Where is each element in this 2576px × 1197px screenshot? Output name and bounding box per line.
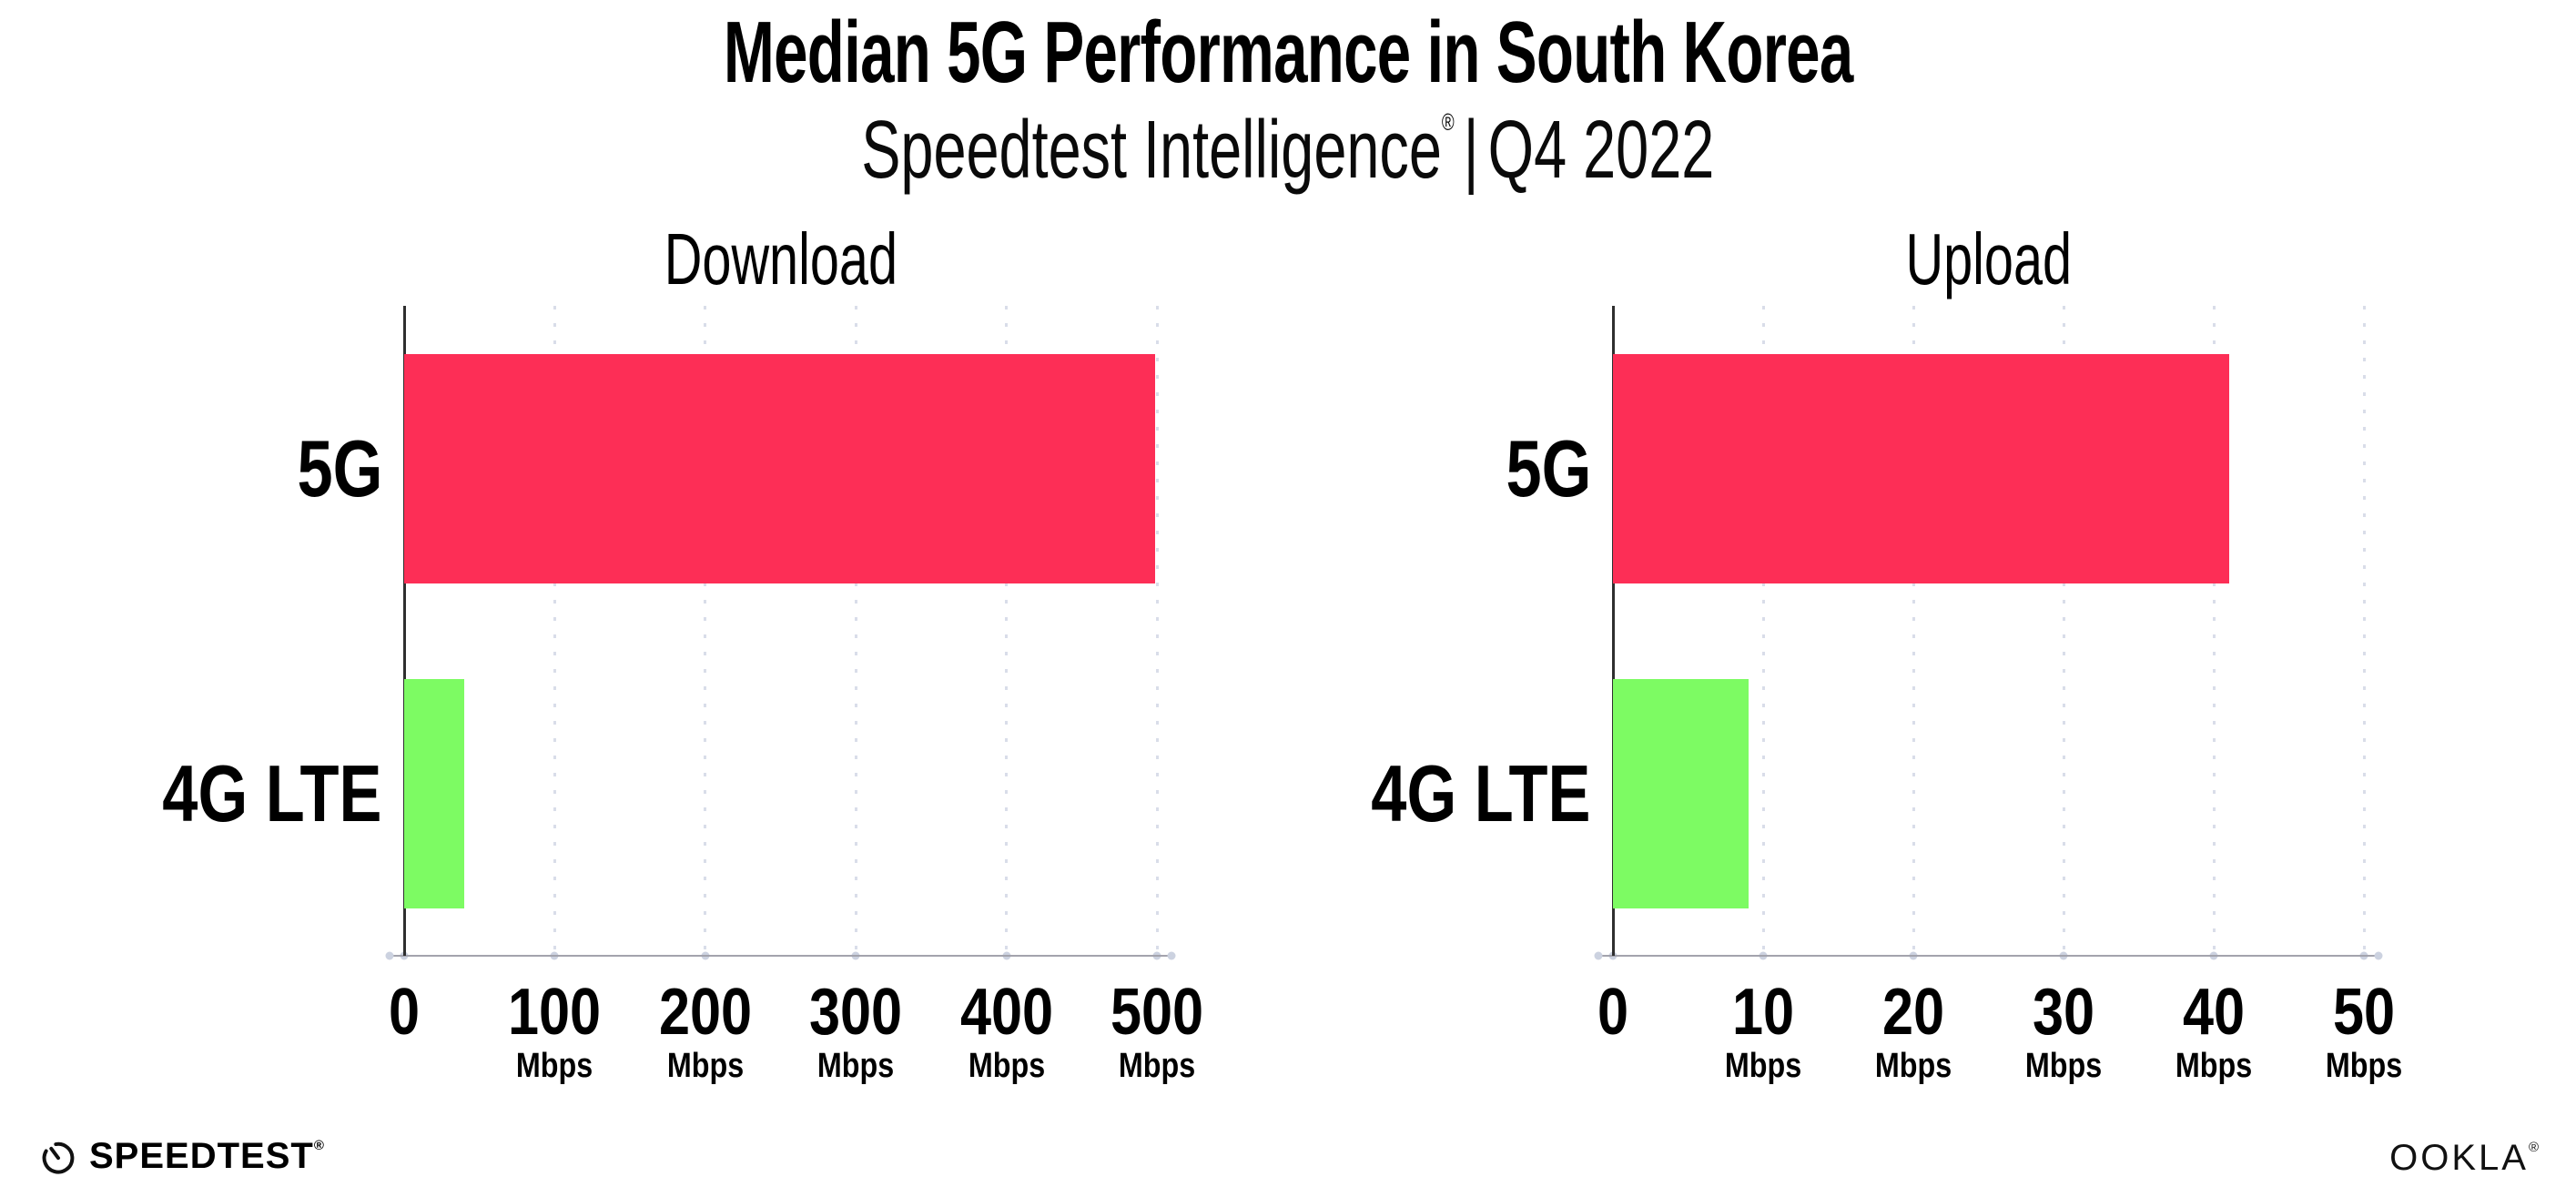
registered-mark-icon: ® [2528, 1140, 2541, 1155]
y-axis-line [402, 306, 406, 956]
x-tick-unit-text: Mbps [817, 1047, 895, 1085]
gridline [2362, 306, 2366, 956]
chart-title-text: Download [664, 218, 898, 299]
category-label-text: 4G LTE [162, 747, 382, 838]
x-tick-label-text: 200 [658, 976, 752, 1049]
chart-title-text: Upload [1905, 218, 2072, 299]
category-label-text: 4G LTE [1371, 747, 1591, 838]
x-axis-end-dot [1167, 951, 1176, 960]
gridline [1761, 306, 1765, 956]
x-tick-label: 400 [952, 979, 1061, 1045]
x-tick-unit-text: Mbps [1118, 1047, 1196, 1085]
subtitle-divider: | [1464, 105, 1479, 196]
x-tick-label: 10 [1727, 979, 1800, 1045]
x-tick-label: 500 [1102, 979, 1212, 1045]
x-tick-label: 200 [651, 979, 760, 1045]
page-title: Median 5G Performance in South Korea [0, 9, 2576, 96]
x-axis-end-dot [2374, 951, 2383, 960]
x-tick-unit: Mbps [1718, 1049, 1808, 1083]
x-tick-label: 40 [2177, 979, 2250, 1045]
ookla-wordmark: OOKLA [2389, 1138, 2529, 1178]
category-label-text: 5G [297, 422, 382, 513]
x-tick-unit: Mbps [2018, 1049, 2108, 1083]
ookla-logo: OOKLA® [2389, 1140, 2541, 1176]
gridline [854, 306, 857, 956]
category-label-4g-lte: 4G LTE [0, 747, 1591, 838]
bar-5g [404, 353, 1156, 583]
x-tick-label-text: 30 [2032, 976, 2095, 1049]
speedtest-gauge-icon [42, 1141, 75, 1174]
gridline [704, 306, 707, 956]
x-tick-label: 50 [2328, 979, 2400, 1045]
x-tick-label-text: 500 [1110, 976, 1204, 1049]
x-axis-line [390, 955, 1171, 957]
gridline [553, 306, 556, 956]
gridline [2212, 306, 2216, 956]
x-tick-unit: Mbps [660, 1049, 750, 1083]
x-tick-unit-text: Mbps [2024, 1047, 2103, 1085]
x-tick-unit-text: Mbps [2325, 1047, 2403, 1085]
x-tick-label-text: 100 [508, 976, 602, 1049]
page-subtitle: Speedtest Intelligence® | Q4 2022 [0, 107, 2576, 194]
gridline [1155, 306, 1159, 956]
chart-title: Download [404, 223, 1157, 296]
chart-title: Upload [1613, 223, 2364, 296]
x-tick-label-text: 0 [388, 976, 421, 1049]
x-axis-line [1598, 955, 2378, 957]
x-tick-label-text: 20 [1881, 976, 1945, 1049]
gridline [1005, 306, 1009, 956]
x-tick-unit-text: Mbps [2175, 1047, 2253, 1085]
x-tick-label-text: 400 [959, 976, 1053, 1049]
bar-5g [1613, 353, 2229, 583]
x-tick-label-text: 300 [809, 976, 903, 1049]
bar-4g-lte [404, 678, 465, 908]
x-tick-unit: Mbps [1111, 1049, 1202, 1083]
x-tick-unit-text: Mbps [1724, 1047, 1802, 1085]
registered-mark-icon: ® [1442, 108, 1455, 136]
bar-4g-lte [1613, 678, 1749, 908]
x-tick-unit: Mbps [2168, 1049, 2258, 1083]
category-label-text: 5G [1506, 422, 1591, 513]
registered-mark-icon: ® [313, 1138, 325, 1153]
x-tick-label: 20 [1877, 979, 1950, 1045]
category-label-5g: 5G [0, 422, 1591, 513]
x-tick-label-text: 10 [1731, 976, 1795, 1049]
category-label-5g: 5G [0, 422, 382, 513]
subtitle-period: Q4 2022 [1487, 105, 1715, 196]
page-title-text: Median 5G Performance in South Korea [723, 4, 1853, 101]
x-tick-unit: Mbps [1868, 1049, 1958, 1083]
subtitle-brand: Speedtest Intelligence [861, 105, 1443, 196]
x-tick-unit-text: Mbps [666, 1047, 744, 1085]
x-tick-label-text: 0 [1597, 976, 1629, 1049]
gridline [2062, 306, 2065, 956]
x-tick-unit: Mbps [811, 1049, 901, 1083]
x-tick-unit-text: Mbps [516, 1047, 593, 1085]
x-tick-label: 100 [500, 979, 609, 1045]
x-tick-label-text: 50 [2332, 976, 2396, 1049]
x-tick-unit: Mbps [961, 1049, 1051, 1083]
x-axis-end-dot [385, 951, 394, 960]
x-tick-unit: Mbps [510, 1049, 600, 1083]
x-tick-label: 30 [2027, 979, 2100, 1045]
x-tick-unit-text: Mbps [1874, 1047, 1952, 1085]
x-axis-end-dot [1594, 951, 1603, 960]
y-axis-line [1611, 306, 1615, 956]
x-tick-label-text: 40 [2182, 976, 2246, 1049]
x-tick-label: 300 [801, 979, 910, 1045]
speedtest-logo: SPEEDTEST® [38, 1136, 325, 1176]
gridline [1912, 306, 1915, 956]
speedtest-wordmark: SPEEDTEST® [89, 1136, 325, 1176]
x-tick-label: 0 [386, 979, 422, 1045]
x-tick-label: 0 [1595, 979, 1631, 1045]
category-label-4g-lte: 4G LTE [0, 747, 382, 838]
x-tick-unit-text: Mbps [968, 1047, 1045, 1085]
x-tick-unit: Mbps [2318, 1049, 2409, 1083]
